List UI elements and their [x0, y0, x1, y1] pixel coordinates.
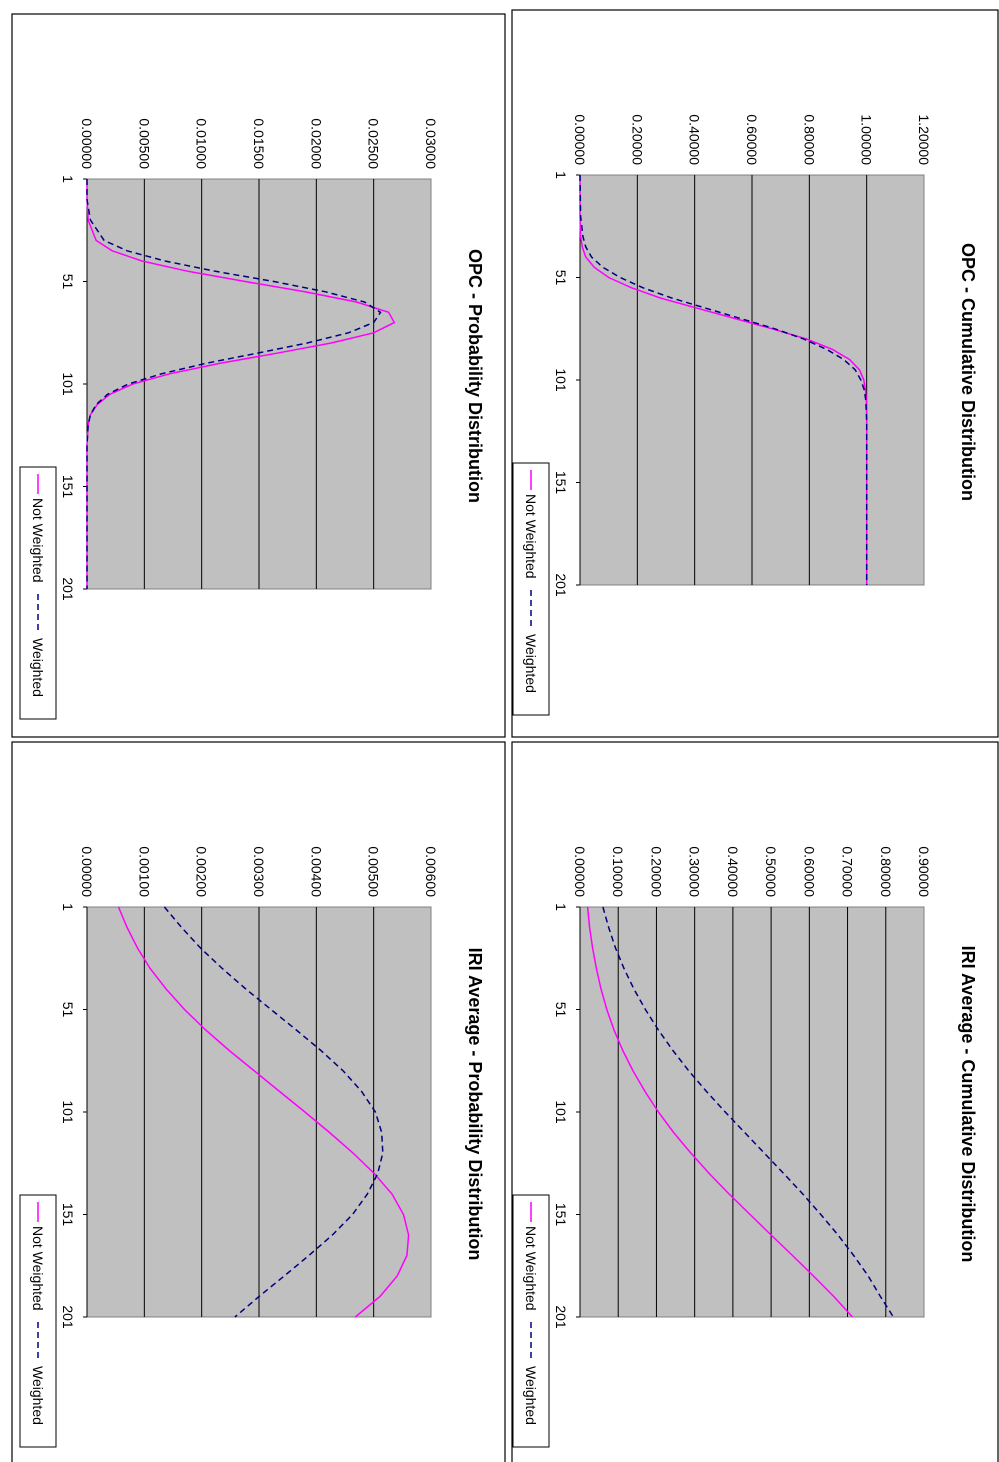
y-tick-label: 0.00100	[136, 846, 152, 897]
chart-rotated-area: OPC - Cumulative Distribution 0.00000 0.2…	[512, 114, 978, 716]
chart-title: OPC - Cumulative Distribution	[958, 243, 978, 501]
legend-label-not-weighted: Not Weighted	[30, 498, 46, 583]
y-tick-label: 0.00600	[423, 846, 439, 897]
y-tick-label: 0.50000	[763, 846, 779, 897]
x-tick-label: 151	[60, 475, 76, 499]
legend-label-weighted: Weighted	[30, 1366, 46, 1425]
chart-panel-iri-prob: IRI Average - Probability Distribution 0…	[11, 741, 506, 1462]
y-tick-label: 0.30000	[687, 846, 703, 897]
y-tick-label: 0.40000	[725, 846, 741, 897]
legend-label-weighted: Weighted	[30, 638, 46, 697]
x-tick-label: 51	[553, 1002, 569, 1018]
chart-title: IRI Average - Probability Distribution	[465, 948, 485, 1261]
x-tick-label: 1	[60, 903, 76, 911]
y-tick-label: 0.90000	[916, 846, 932, 897]
legend-box	[19, 1194, 57, 1448]
x-tick-label: 101	[60, 372, 76, 396]
plot: 0.00000 0.20000 0.40000 0.60000 0.80000 1.000…	[553, 114, 932, 597]
y-tick-label: 0.00000	[572, 114, 588, 165]
plot-area	[579, 906, 925, 1318]
y-tick-label: 0.02000	[308, 118, 324, 169]
chart-rotated-area: IRI Average - Probability Distribution 0…	[19, 846, 485, 1448]
y-tick-label: 0.80000	[801, 114, 817, 165]
series-line-weighted	[86, 179, 382, 589]
legend: Not Weighted Weighted	[512, 462, 550, 716]
x-tick-label: 1	[60, 175, 76, 183]
x-tick-label: 201	[553, 1305, 569, 1329]
x-tick-label: 1	[553, 171, 569, 179]
legend-label-weighted: Weighted	[523, 1366, 539, 1425]
x-tick-label: 51	[60, 274, 76, 290]
y-tick-label: 0.00200	[194, 846, 210, 897]
y-tick-label: 1.20000	[916, 114, 932, 165]
legend: Not Weighted Weighted	[19, 466, 57, 720]
chart-title: OPC - Probability Distribution	[465, 249, 485, 503]
legend-label-weighted: Weighted	[523, 634, 539, 693]
y-tick-label: 0.00500	[136, 118, 152, 169]
y-tick-label: 0.00000	[572, 846, 588, 897]
y-tick-label: 0.02500	[366, 118, 382, 169]
y-tick-label: 0.70000	[840, 846, 856, 897]
legend: Not Weighted Weighted	[19, 1194, 57, 1448]
plot: 0.00000 0.00500 0.01000 0.01500 0.02000 0.025…	[60, 118, 439, 601]
chart-rotated-area: IRI Average - Cumulative Distribution 0.…	[512, 846, 978, 1448]
x-tick-label: 1	[553, 903, 569, 911]
x-tick-label: 151	[553, 471, 569, 495]
y-tick-label: 0.00300	[251, 846, 267, 897]
x-tick-label: 151	[553, 1203, 569, 1227]
chart-panel-iri-cum: IRI Average - Cumulative Distribution 0.…	[511, 741, 999, 1462]
y-tick-label: 0.10000	[610, 846, 626, 897]
series-line-not-weighted	[117, 906, 410, 1318]
x-tick-label: 101	[553, 368, 569, 392]
chart-panel-opc-prob: OPC - Probability Distribution 0.00000 0.…	[11, 13, 506, 738]
series-line-weighted	[579, 174, 868, 585]
legend: Not Weighted Weighted	[512, 1194, 550, 1448]
legend-box	[19, 466, 57, 720]
y-tick-label: 0.00000	[79, 846, 95, 897]
x-tick-label: 51	[60, 1002, 76, 1018]
legend-label-not-weighted: Not Weighted	[523, 494, 539, 579]
y-tick-label: 0.00400	[308, 846, 324, 897]
chart-rotated-area: OPC - Probability Distribution 0.00000 0.…	[19, 118, 485, 720]
x-tick-label: 201	[60, 577, 76, 601]
x-tick-label: 101	[60, 1100, 76, 1124]
plot: 0.00000 0.00100 0.00200 0.00300 0.00400 0.005…	[60, 846, 439, 1329]
series-line-not-weighted	[586, 906, 854, 1318]
chart-title: IRI Average - Cumulative Distribution	[958, 946, 978, 1263]
legend-label-not-weighted: Not Weighted	[523, 1226, 539, 1311]
y-tick-label: 0.60000	[801, 846, 817, 897]
x-tick-label: 201	[60, 1305, 76, 1329]
y-tick-label: 0.20000	[629, 114, 645, 165]
chart-panel-opc-cum: OPC - Cumulative Distribution 0.00000 0.2…	[511, 9, 999, 738]
plot: 0.00000 0.10000 0.20000 0.30000 0.40000 0.500…	[553, 846, 932, 1329]
y-tick-label: 0.03000	[423, 118, 439, 169]
x-tick-label: 51	[553, 270, 569, 286]
y-tick-label: 0.40000	[687, 114, 703, 165]
y-tick-label: 0.00500	[366, 846, 382, 897]
y-tick-label: 0.80000	[878, 846, 894, 897]
y-tick-label: 0.01000	[194, 118, 210, 169]
y-tick-label: 0.20000	[648, 846, 664, 897]
series-line-weighted	[163, 906, 384, 1318]
legend-box	[512, 462, 550, 716]
y-tick-label: 1.00000	[859, 114, 875, 165]
y-tick-label: 0.01500	[251, 118, 267, 169]
y-tick-label: 0.60000	[744, 114, 760, 165]
y-tick-label: 0.00000	[79, 118, 95, 169]
series-line-weighted	[602, 906, 895, 1318]
x-tick-label: 151	[60, 1203, 76, 1227]
x-tick-label: 101	[553, 1100, 569, 1124]
x-tick-label: 201	[553, 573, 569, 597]
legend-label-not-weighted: Not Weighted	[30, 1226, 46, 1311]
legend-box	[512, 1194, 550, 1448]
